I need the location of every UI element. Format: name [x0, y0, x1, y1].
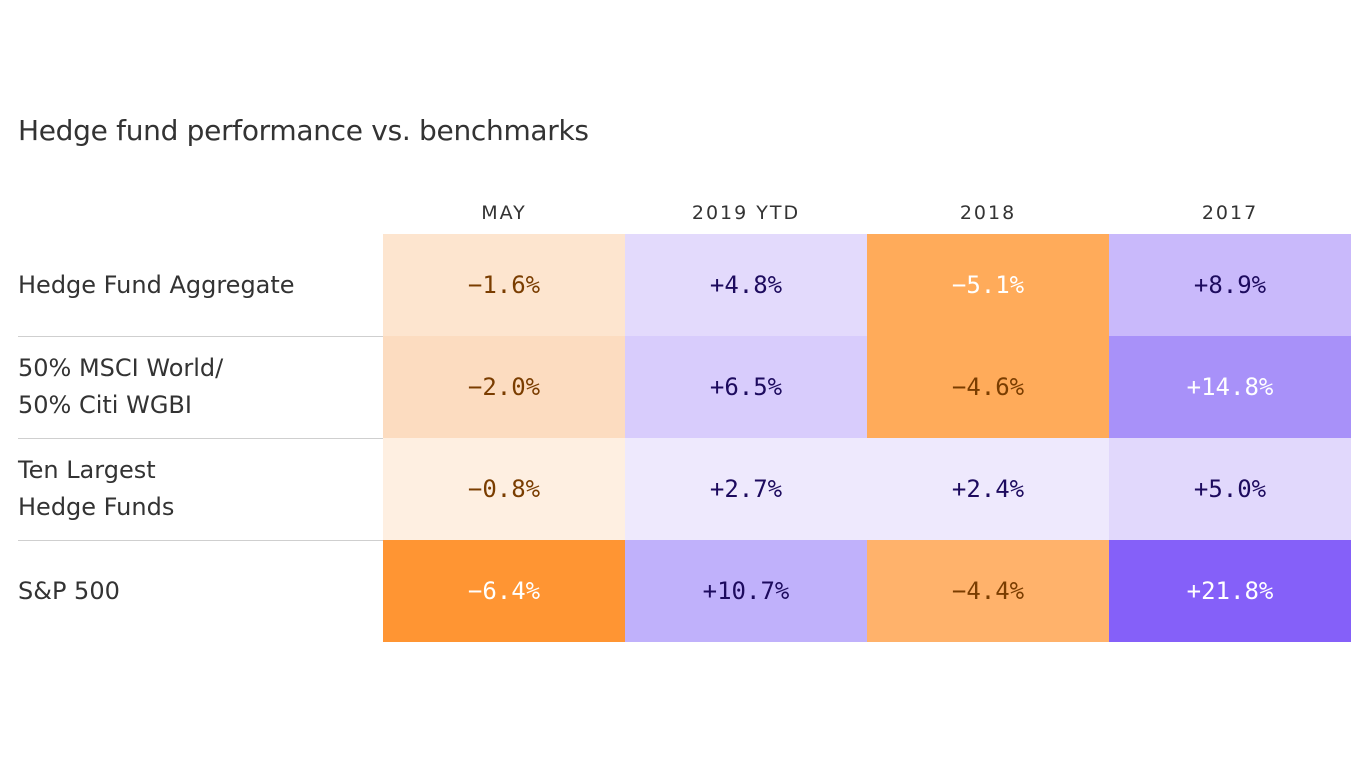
table-cell: −5.1% [867, 234, 1109, 336]
row-label-line: Ten Largest [18, 456, 156, 484]
row-label-0: Hedge Fund Aggregate [18, 234, 378, 336]
column-header-2: 2018 [959, 202, 1017, 224]
table-cell: −6.4% [383, 540, 625, 642]
table-cell: +5.0% [1109, 438, 1351, 540]
column-header-0: MAY [481, 202, 527, 224]
row-divider [18, 540, 441, 541]
table-cell: +2.7% [625, 438, 867, 540]
row-divider [18, 336, 441, 337]
table-cell: +21.8% [1109, 540, 1351, 642]
row-label-line: S&P 500 [18, 576, 120, 605]
table-cell: −4.6% [867, 336, 1109, 438]
row-label-line: 50% MSCI World/ [18, 354, 224, 382]
column-header-3: 2017 [1201, 202, 1259, 224]
table-cell: −2.0% [383, 336, 625, 438]
row-label-line: Hedge Fund Aggregate [18, 270, 295, 299]
chart-title: Hedge fund performance vs. benchmarks [18, 114, 589, 147]
table-cell: +14.8% [1109, 336, 1351, 438]
row-label-1: 50% MSCI World/50% Citi WGBI [18, 336, 378, 438]
table-cell: +6.5% [625, 336, 867, 438]
table-cell: +8.9% [1109, 234, 1351, 336]
row-label-line: 50% Citi WGBI [18, 391, 192, 419]
row-label-2: Ten Largest Hedge Funds [18, 438, 378, 540]
table-cell: −1.6% [383, 234, 625, 336]
table-cell: +10.7% [625, 540, 867, 642]
table-cell: −0.8% [383, 438, 625, 540]
table-cell: +2.4% [867, 438, 1109, 540]
row-label-line: Hedge Funds [18, 493, 175, 521]
row-divider [18, 438, 441, 439]
table-cell: +4.8% [625, 234, 867, 336]
table-cell: −4.4% [867, 540, 1109, 642]
column-header-1: 2019 YTD [691, 202, 801, 224]
row-label-3: S&P 500 [18, 540, 378, 642]
